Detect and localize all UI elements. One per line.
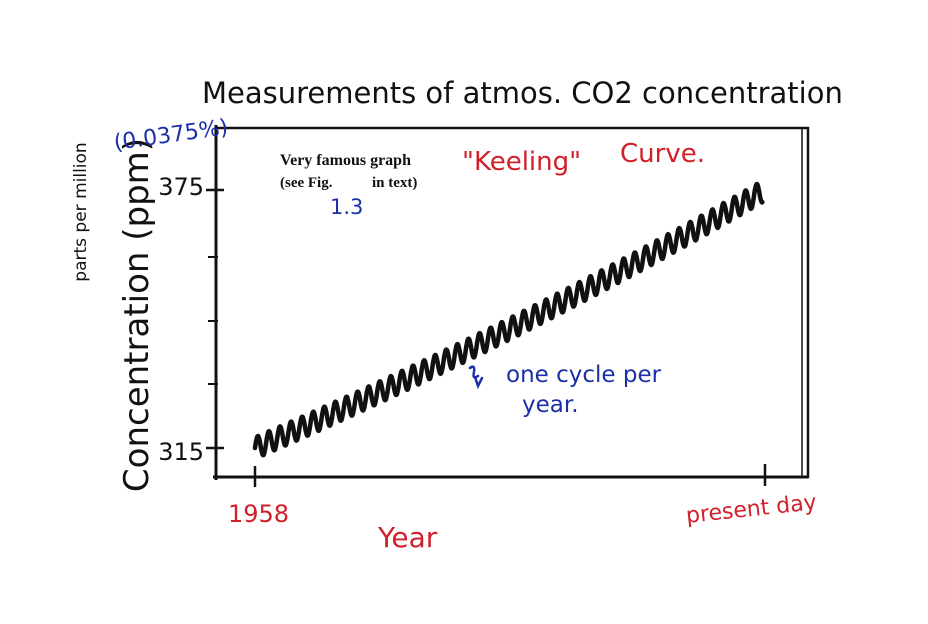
note-line-2a: (see Fig.	[280, 175, 333, 191]
fig-number: 1.3	[330, 195, 363, 219]
cycle-symbol-icon	[468, 365, 484, 390]
x-axis-label: Year	[377, 521, 438, 554]
curve-label: Curve.	[620, 139, 705, 169]
y-tick-label-375: 375	[158, 173, 204, 201]
x-tick-label-start: 1958	[228, 500, 289, 528]
keeling-label: "Keeling"	[462, 147, 581, 177]
y-axis-note: parts per million	[71, 142, 91, 281]
note-line-1: Very famous graph	[280, 152, 411, 169]
chart-title: Measurements of atmos. CO2 concentration	[202, 76, 843, 110]
co2-series-line	[252, 181, 765, 458]
cycle-note-line-2: year.	[522, 392, 579, 418]
percent-note: (0.0375%)	[112, 115, 229, 156]
note-line-2b: in text)	[372, 175, 417, 191]
y-axis-label: Concentration (ppm)	[117, 138, 157, 492]
cycle-note-line-1: one cycle per	[506, 362, 662, 388]
x-tick-label-end: present day	[685, 490, 818, 529]
y-tick-label-315: 315	[158, 438, 204, 466]
